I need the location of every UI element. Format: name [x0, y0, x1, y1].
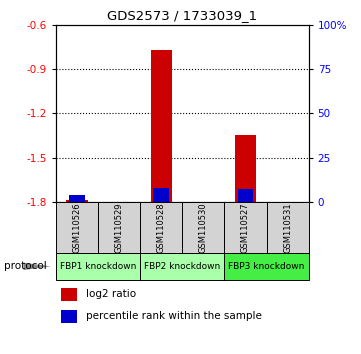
Bar [151, 50, 172, 202]
Bar [266, 202, 309, 253]
Bar [69, 195, 85, 202]
Bar [153, 188, 169, 202]
Bar [225, 253, 309, 280]
Bar [235, 136, 256, 202]
Text: FBP1 knockdown: FBP1 knockdown [60, 262, 136, 271]
Title: GDS2573 / 1733039_1: GDS2573 / 1733039_1 [107, 9, 257, 22]
Text: GSM110531: GSM110531 [283, 202, 292, 253]
Text: protocol: protocol [4, 261, 46, 272]
Text: FBP3 knockdown: FBP3 knockdown [229, 262, 305, 271]
Text: GSM110530: GSM110530 [199, 202, 208, 253]
Bar [182, 202, 225, 253]
Text: GSM110526: GSM110526 [73, 202, 82, 253]
Text: log2 ratio: log2 ratio [86, 289, 136, 299]
Bar [61, 310, 77, 323]
Text: GSM110527: GSM110527 [241, 202, 250, 253]
Bar [225, 202, 266, 253]
Text: percentile rank within the sample: percentile rank within the sample [86, 311, 262, 321]
Bar [140, 202, 182, 253]
Polygon shape [23, 263, 51, 270]
Bar [238, 189, 253, 202]
Bar [66, 200, 87, 202]
Bar [56, 202, 98, 253]
Bar [140, 253, 225, 280]
Text: GSM110528: GSM110528 [157, 202, 166, 253]
Bar [61, 288, 77, 301]
Bar [56, 253, 140, 280]
Text: GSM110529: GSM110529 [115, 202, 123, 253]
Text: FBP2 knockdown: FBP2 knockdown [144, 262, 221, 271]
Bar [98, 202, 140, 253]
